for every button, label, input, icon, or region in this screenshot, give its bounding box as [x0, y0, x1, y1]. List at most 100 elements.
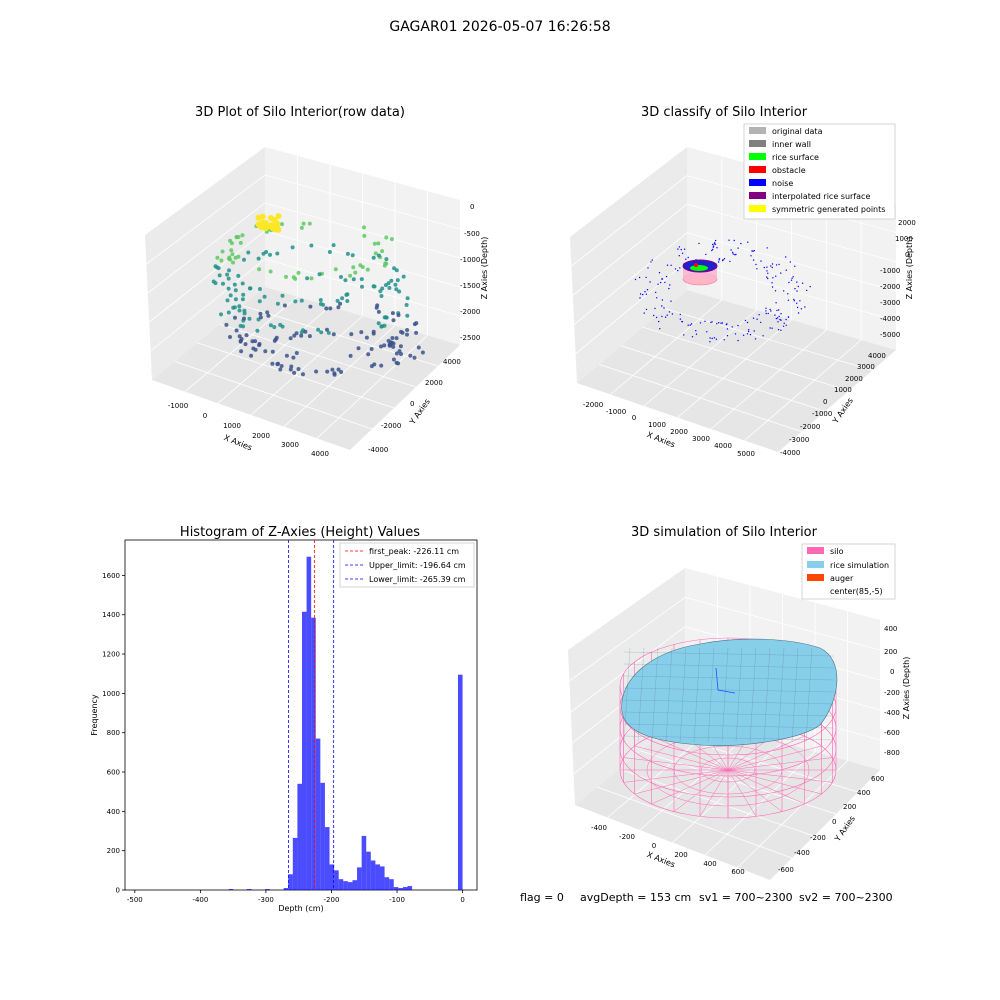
legend-swatch-silo: [807, 547, 824, 554]
histogram-bar: [407, 886, 413, 890]
histogram-bar: [398, 888, 403, 890]
raw-data-point: [389, 237, 394, 242]
raw-data-point: [382, 343, 387, 348]
raw-data-point: [360, 284, 364, 289]
histogram-ytick-label: 1600: [102, 572, 120, 580]
rice-mesh-line: [679, 647, 687, 743]
raw-data-point: [362, 225, 366, 230]
noise-point: [737, 247, 739, 249]
classify-3d-title: 3D classify of Silo Interior: [641, 105, 808, 120]
noise-point: [766, 276, 768, 278]
noise-point: [669, 284, 671, 286]
raw-data-point: [339, 275, 343, 279]
noise-point: [801, 282, 804, 284]
raw-data-point: [327, 250, 332, 254]
noise-point: [689, 324, 691, 326]
raw-data-point: [258, 287, 262, 291]
sim-ytick: 600: [871, 775, 884, 783]
noise-point: [785, 269, 787, 271]
legend-label-auger: auger: [830, 574, 854, 583]
rice-mesh-line: [805, 647, 813, 743]
raw-data-point: [360, 265, 365, 269]
noise-point: [752, 317, 755, 319]
raw-data-point: [220, 249, 225, 254]
classify-3d-noise-points: [634, 239, 811, 343]
floor-gridline: [677, 319, 792, 418]
noise-point: [771, 327, 773, 329]
noise-point: [778, 309, 780, 311]
noise-point: [796, 302, 798, 304]
raw-data-point: [299, 225, 304, 230]
raw-data-point: [291, 355, 296, 360]
silo-floor-ring: [673, 745, 783, 795]
raw-data-point: [362, 233, 367, 238]
noise-point: [787, 293, 789, 295]
raw-data-point: [256, 221, 263, 228]
raw-data-point: [316, 327, 321, 332]
noise-point: [730, 249, 732, 251]
noise-point: [732, 253, 734, 255]
raw-data-point: [275, 226, 282, 233]
raw-data-point: [219, 312, 223, 317]
raw-data-point: [364, 335, 369, 340]
noise-point: [645, 308, 648, 311]
raw-3d-points: [211, 213, 425, 377]
classify-3d-zlabel: Z Axies (Depth): [905, 237, 914, 300]
raw-data-point: [399, 329, 403, 334]
sim-xtick: 400: [703, 860, 716, 868]
raw-data-point: [338, 301, 343, 306]
legend-label-interpolated: interpolated rice surface: [772, 192, 870, 201]
simulation-3d-zlabel: Z Axies (Depth): [902, 657, 911, 720]
raw-data-point: [416, 345, 421, 350]
noise-point: [720, 322, 722, 324]
cls-xtick: 0: [632, 414, 636, 422]
silo-floor-ring: [700, 757, 756, 783]
noise-point: [758, 314, 760, 316]
left-gridline: [146, 174, 266, 265]
raw-data-point: [221, 281, 225, 286]
raw-data-point: [250, 339, 255, 344]
floor-gridline: [744, 339, 862, 441]
noise-point: [644, 291, 646, 293]
noise-point: [666, 264, 669, 266]
histogram-ytick-label: 1400: [102, 611, 120, 619]
histogram-xtick-label: -200: [324, 896, 340, 904]
left-gridline: [570, 626, 686, 713]
raw-data-point: [351, 265, 356, 270]
raw-data-point: [318, 298, 323, 302]
floor-gridline: [639, 733, 751, 831]
raw-data-point: [389, 278, 394, 283]
histogram-ylabel: Frequency: [90, 694, 99, 736]
cls-ztick: -5000: [880, 331, 900, 339]
raw-data-point: [246, 250, 251, 255]
cls-ytick: -2000: [800, 423, 820, 431]
noise-point: [658, 272, 661, 274]
raw-data-point: [226, 310, 231, 315]
raw-data-point: [239, 349, 244, 354]
histogram-xtick-label: -500: [127, 896, 143, 904]
raw-data-point: [229, 241, 234, 246]
raw-data-point: [227, 255, 232, 260]
cls-ytick: -1000: [812, 410, 832, 418]
floor-gridline: [598, 364, 802, 432]
noise-point: [787, 316, 790, 318]
histogram-bar: [292, 837, 298, 890]
raw-data-point: [258, 315, 263, 320]
noise-point: [746, 321, 749, 324]
cls-ztick: -4000: [880, 315, 900, 323]
raw-data-point: [382, 263, 387, 268]
raw-data-point: [256, 256, 261, 261]
histogram-ytick-label: 0: [116, 887, 120, 895]
noise-point: [794, 288, 796, 290]
classify-3d-grid: [571, 156, 897, 441]
noise-point: [657, 283, 659, 285]
raw-data-point: [272, 338, 277, 343]
raw-data-point: [345, 299, 350, 303]
raw-data-point: [278, 367, 283, 372]
floor-gridline: [184, 296, 298, 392]
noise-point: [647, 267, 649, 269]
noise-point: [681, 252, 684, 254]
noise-point: [740, 242, 742, 245]
raw-data-point: [262, 225, 269, 232]
raw-xtick: 3000: [281, 441, 299, 449]
